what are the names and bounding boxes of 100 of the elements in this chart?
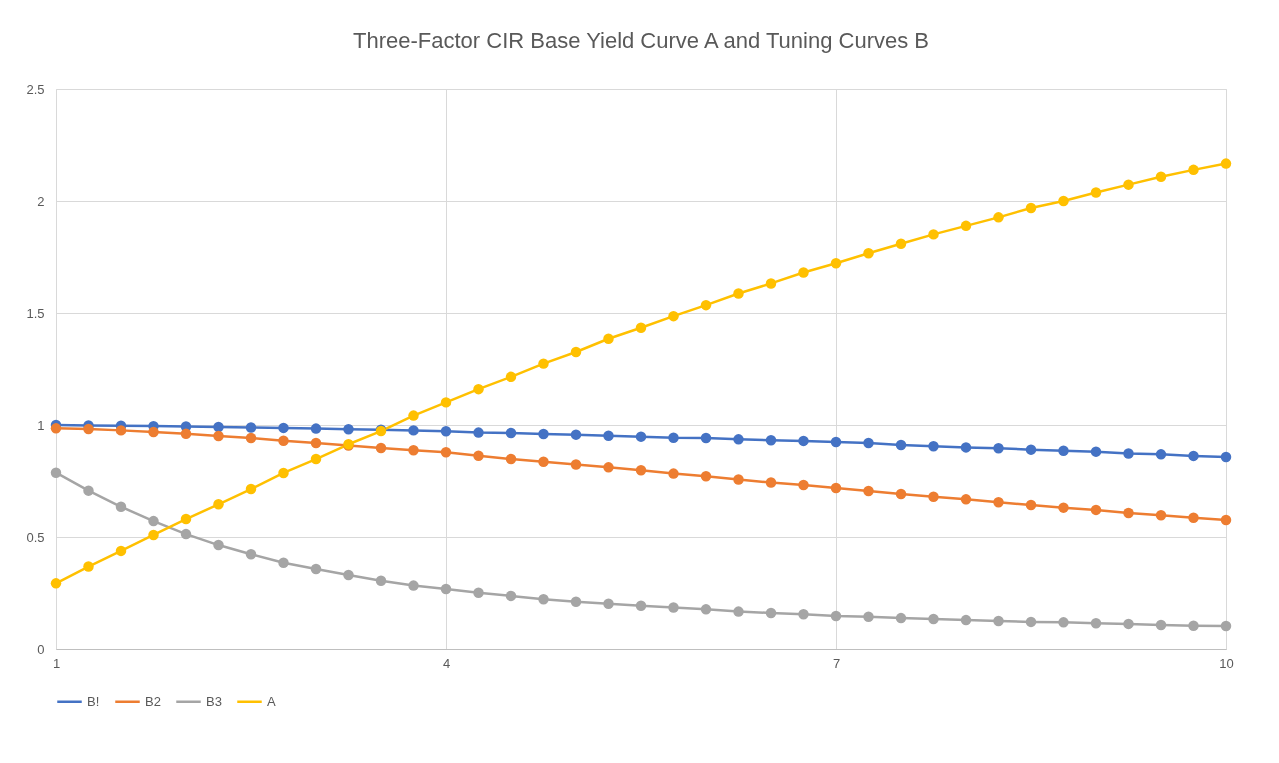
point — [83, 423, 94, 435]
point — [1188, 450, 1199, 462]
point — [1090, 187, 1102, 198]
point — [798, 435, 809, 447]
point — [1090, 504, 1102, 516]
point — [798, 609, 809, 620]
point — [928, 229, 939, 240]
point — [1220, 620, 1232, 632]
point — [830, 258, 842, 269]
point — [505, 590, 517, 602]
point — [765, 435, 777, 446]
y-tick-label: 0 — [37, 641, 45, 657]
point — [863, 485, 874, 497]
point — [895, 488, 907, 500]
point — [1090, 618, 1102, 629]
point — [310, 437, 322, 449]
point — [408, 580, 419, 591]
point — [245, 483, 257, 495]
point — [960, 442, 972, 453]
point — [1123, 618, 1134, 630]
point — [115, 425, 127, 436]
point — [245, 422, 257, 433]
point — [538, 428, 549, 440]
point — [993, 615, 1004, 627]
point — [180, 513, 192, 525]
point — [50, 423, 62, 434]
point — [148, 515, 159, 527]
y-tick-label: 0.5 — [26, 529, 45, 545]
point — [310, 423, 322, 434]
point — [278, 435, 289, 446]
point — [603, 462, 614, 473]
point — [635, 600, 647, 611]
point — [928, 441, 939, 452]
point — [570, 596, 582, 607]
point — [960, 494, 972, 505]
point — [180, 428, 192, 439]
point — [310, 453, 322, 465]
point — [1058, 502, 1069, 513]
point — [830, 610, 842, 622]
point — [733, 288, 744, 299]
point — [83, 561, 94, 572]
legend-label: B2 — [145, 693, 161, 709]
point — [700, 604, 712, 615]
x-tick-label: 7 — [832, 655, 841, 671]
point — [993, 443, 1004, 454]
point — [895, 612, 907, 624]
point — [765, 278, 777, 289]
y-tick-label: 2 — [37, 193, 45, 209]
point — [993, 497, 1004, 508]
point — [473, 383, 484, 395]
point — [830, 482, 842, 494]
point — [993, 212, 1004, 223]
point — [928, 491, 939, 502]
point — [1058, 617, 1069, 628]
point — [1155, 619, 1167, 631]
point — [245, 549, 257, 560]
point — [700, 432, 712, 444]
point — [408, 410, 419, 421]
y-tick-label: 1.5 — [26, 305, 45, 321]
point — [278, 557, 289, 568]
point — [1123, 179, 1134, 190]
point — [960, 614, 972, 626]
point — [278, 467, 289, 479]
point — [1188, 164, 1199, 176]
point — [668, 432, 679, 443]
point — [1188, 512, 1199, 523]
point — [765, 477, 777, 488]
point — [570, 346, 582, 358]
point — [1025, 616, 1037, 628]
point — [148, 426, 159, 438]
point — [440, 397, 452, 408]
point — [928, 613, 939, 625]
point — [505, 453, 517, 465]
point — [1025, 444, 1037, 455]
x-tick-label: 4 — [442, 655, 451, 671]
point — [505, 427, 517, 439]
point — [440, 447, 452, 458]
point — [700, 471, 712, 482]
point — [765, 607, 777, 619]
point — [1155, 510, 1167, 521]
point — [960, 220, 972, 232]
point — [668, 468, 679, 479]
point — [505, 371, 517, 383]
point — [538, 594, 549, 605]
point — [863, 247, 874, 259]
point — [538, 456, 549, 467]
point — [700, 299, 712, 311]
point — [473, 450, 484, 461]
point — [115, 545, 127, 557]
point — [310, 563, 322, 575]
point — [180, 528, 192, 540]
legend-label: A — [267, 693, 276, 709]
point — [1220, 451, 1232, 463]
legend-label: B3 — [206, 693, 222, 709]
point — [440, 583, 452, 595]
point — [83, 485, 94, 496]
point — [408, 445, 419, 456]
point — [798, 267, 809, 278]
point — [1188, 620, 1199, 631]
point — [668, 310, 679, 322]
